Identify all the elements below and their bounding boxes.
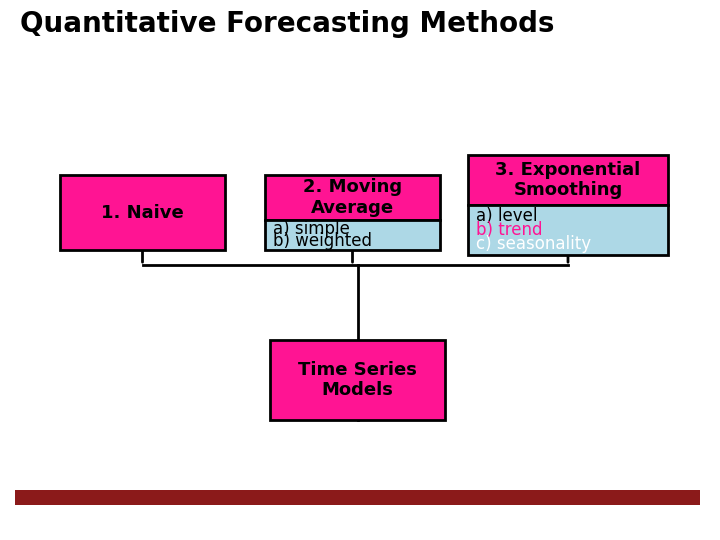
Bar [270, 340, 445, 420]
Text: a) simple: a) simple [273, 220, 350, 238]
Text: 1. Naive: 1. Naive [101, 204, 184, 221]
Text: Quantitative Forecasting Methods: Quantitative Forecasting Methods [20, 10, 554, 38]
Bar [265, 220, 440, 250]
Text: b) trend: b) trend [476, 221, 542, 239]
Bar [468, 205, 668, 255]
Text: c) seasonality: c) seasonality [476, 235, 591, 253]
Text: b) weighted: b) weighted [273, 232, 372, 250]
Text: 2. Moving
Average: 2. Moving Average [303, 178, 402, 217]
Bar [265, 175, 440, 220]
Bar [468, 155, 668, 205]
Bar [60, 175, 225, 250]
Bar [15, 490, 700, 505]
Text: 3. Exponential
Smoothing: 3. Exponential Smoothing [495, 160, 641, 199]
Text: a) level: a) level [476, 207, 538, 225]
Text: Time Series
Models: Time Series Models [298, 361, 417, 400]
